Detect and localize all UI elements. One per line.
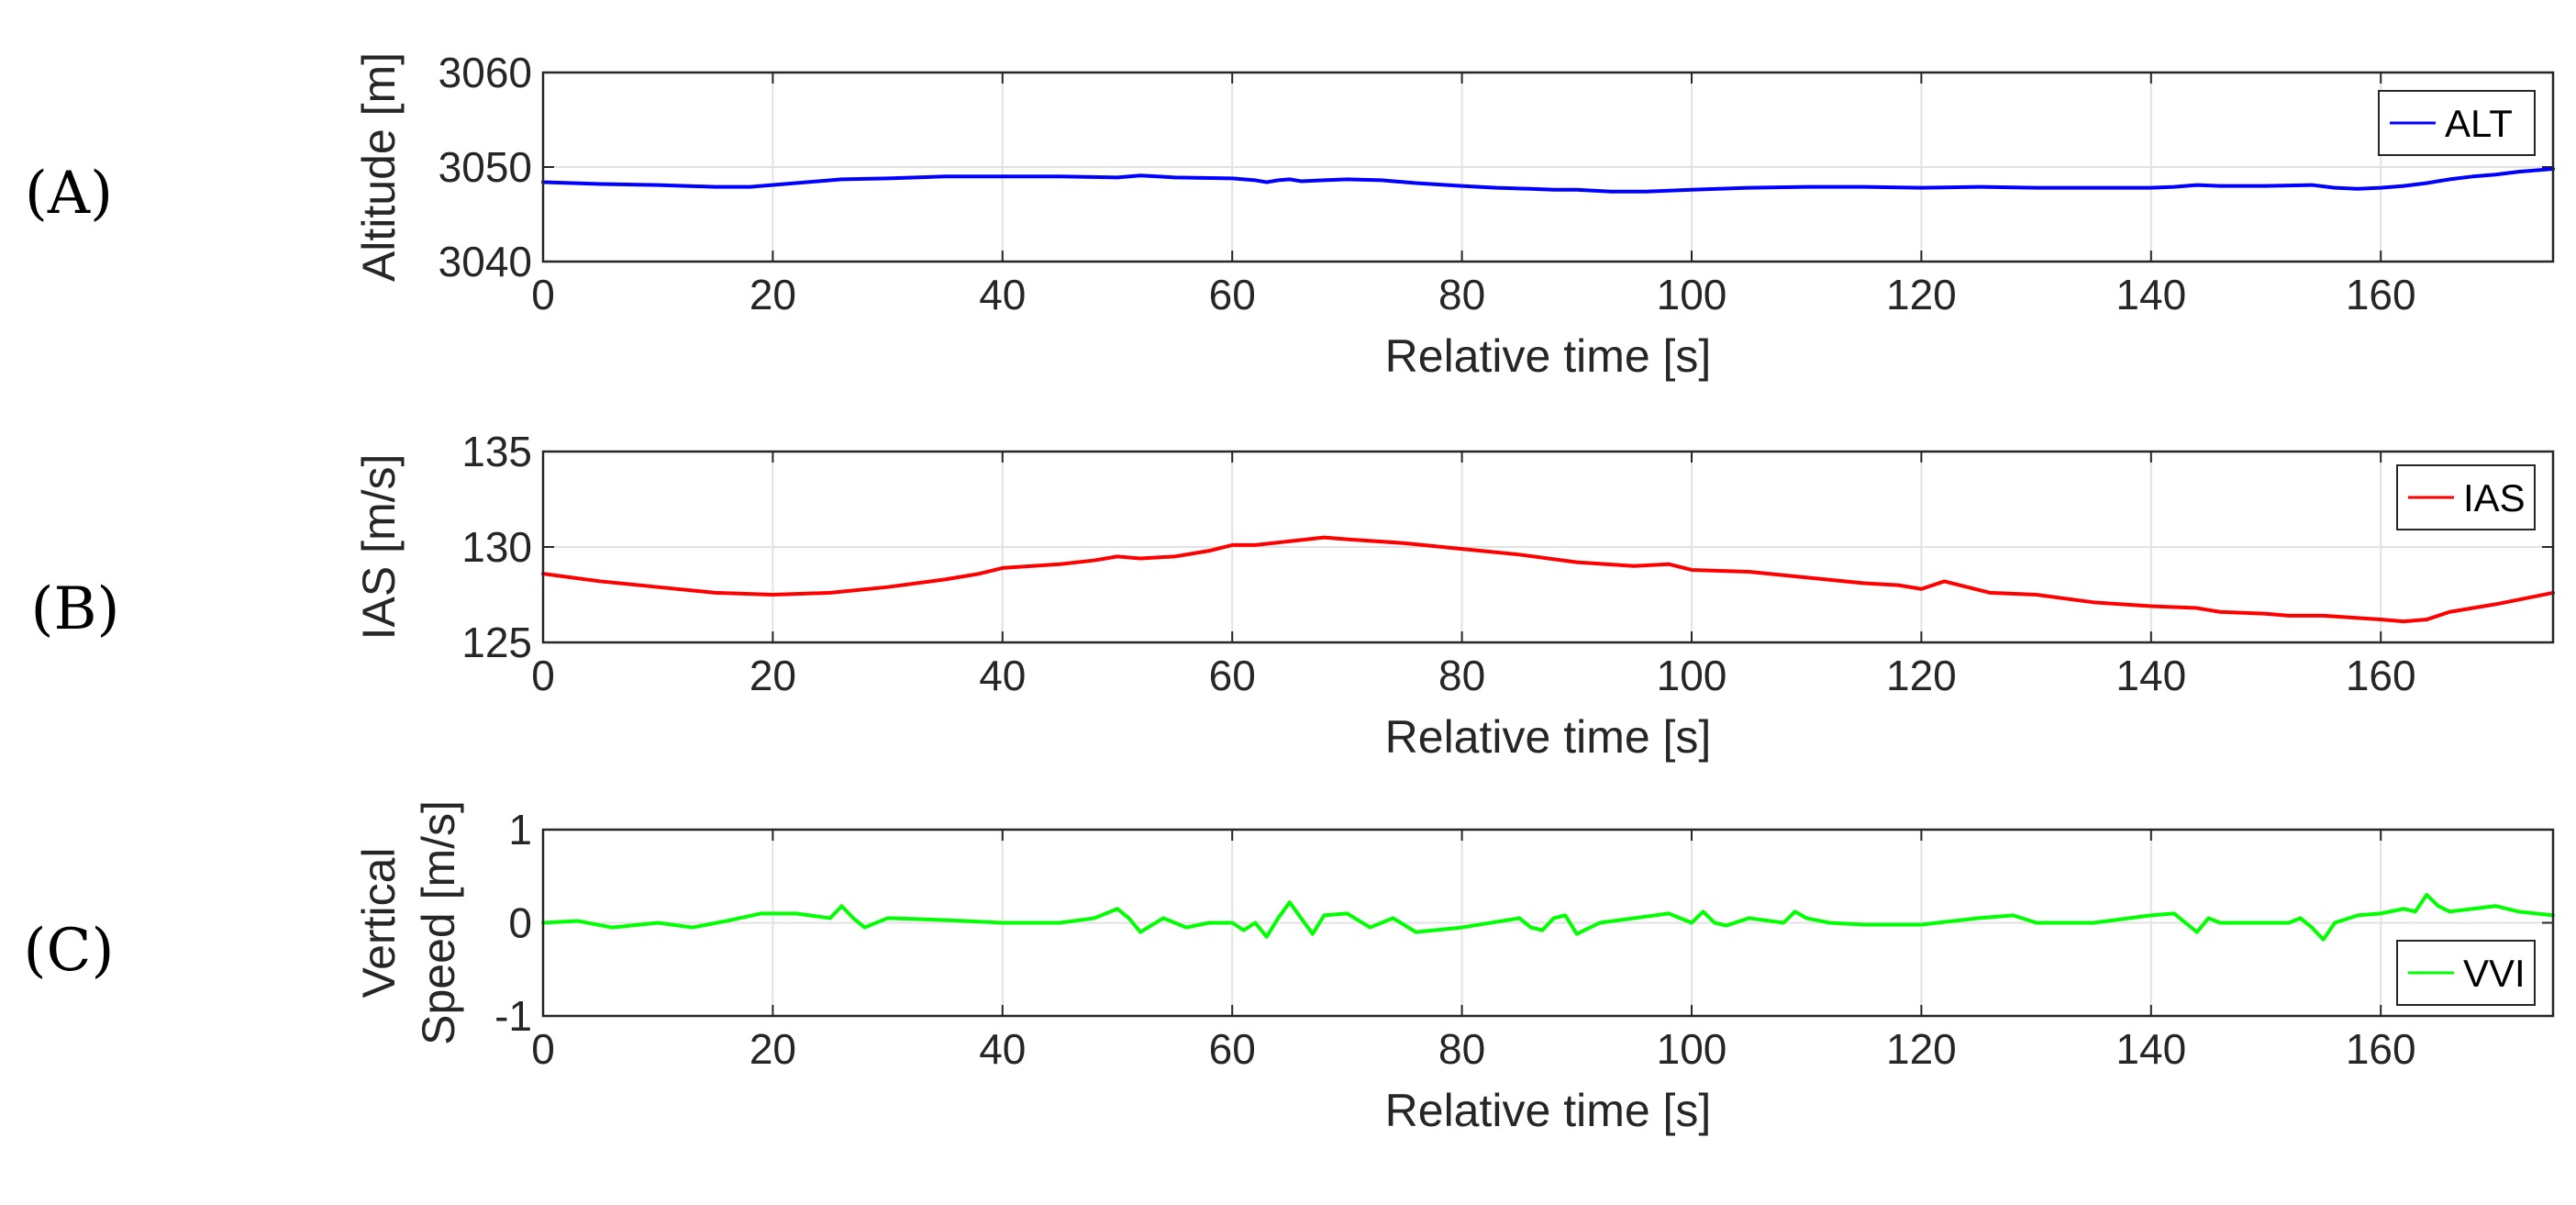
altitude-legend-label: ALT <box>2445 102 2513 145</box>
ias-y-axis-label: IAS [m/s] <box>353 454 405 641</box>
ias-x-tick-label: 160 <box>2346 652 2416 699</box>
ias-x-tick-label: 120 <box>1886 652 1957 699</box>
vertical-speed-legend-label: VVI <box>2463 952 2526 995</box>
altitude-x-tick-label: 0 <box>531 271 555 318</box>
vertical-speed-y-axis-label: Vertical Speed [m/s] <box>353 800 464 1045</box>
vertical-speed-x-tick-label: 60 <box>1209 1025 1256 1073</box>
panel-label-a: (A) <box>25 160 113 228</box>
vertical-speed-panel: 0 20 40 60 80 100 120 140 160 -101 Relative time… <box>353 800 2555 1136</box>
vertical-speed-line-vvi <box>541 893 2555 942</box>
vertical-speed-x-axis-label: Relative time [s] <box>1385 1085 1712 1136</box>
altitude-x-tick-label: 40 <box>979 271 1026 318</box>
altitude-line-alt <box>541 167 2555 194</box>
ias-x-tick-label: 60 <box>1209 652 1256 699</box>
altitude-legend: ALT <box>2378 90 2536 156</box>
ias-y-tick-label: 135 <box>461 428 532 475</box>
altitude-x-tick-label: 80 <box>1438 271 1485 318</box>
vertical-speed-legend: VVI <box>2396 940 2536 1006</box>
ias-line-ias <box>541 535 2555 624</box>
ias-x-axis-label: Relative time [s] <box>1385 711 1712 763</box>
vertical-speed-axes-frame <box>541 828 2555 1018</box>
altitude-axes-frame <box>541 71 2555 263</box>
ias-legend-label: IAS <box>2463 476 2526 519</box>
altitude-x-tick-label: 140 <box>2115 271 2186 318</box>
altitude-panel: 0 20 40 60 80 100 120 140 160 3040 3050 3060 Relat… <box>353 49 2555 382</box>
altitude-y-tick-label: 3040 <box>439 238 532 285</box>
ias-x-tick-label: 100 <box>1657 652 1727 699</box>
ias-x-tick-label: 20 <box>749 652 796 699</box>
ias-x-tick-labels: 0 20 40 60 80 100 120 140 160 <box>531 652 2415 699</box>
altitude-y-tick-label: 3060 <box>439 49 532 96</box>
altitude-x-tick-labels: 0 20 40 60 80 100 120 140 160 <box>531 271 2415 318</box>
vertical-speed-y-tick-label: 0 <box>508 899 532 947</box>
ias-legend: IAS <box>2396 464 2536 530</box>
altitude-x-tick-label: 60 <box>1209 271 1256 318</box>
ias-panel: 0 20 40 60 80 100 120 140 160 125 130 135 Relative… <box>353 428 2555 763</box>
ias-x-tick-label: 140 <box>2115 652 2186 699</box>
altitude-series-group <box>541 167 2555 194</box>
panel-label-b: (B) <box>31 575 120 643</box>
vertical-speed-x-tick-label: 80 <box>1438 1025 1485 1073</box>
vertical-speed-y-axis-label-line-1: Vertical <box>353 848 405 999</box>
altitude-x-axis-label: Relative time [s] <box>1385 330 1712 382</box>
vertical-speed-x-tick-labels: 0 20 40 60 80 100 120 140 160 <box>531 1025 2415 1073</box>
vertical-speed-series-group <box>541 893 2555 942</box>
altitude-y-axis-label: Altitude [m] <box>353 52 405 282</box>
altitude-x-tick-label: 20 <box>749 271 796 318</box>
vertical-speed-x-tick-label: 140 <box>2115 1025 2186 1073</box>
vertical-speed-y-axis-label-line-2: Speed [m/s] <box>413 800 464 1045</box>
vertical-speed-y-tick-label: 1 <box>508 806 532 854</box>
ias-y-tick-label: 130 <box>461 523 532 571</box>
vertical-speed-x-tick-label: 0 <box>531 1025 555 1073</box>
altitude-y-tick-labels: 3040 3050 3060 <box>439 49 532 285</box>
vertical-speed-x-tick-label: 120 <box>1886 1025 1957 1073</box>
ias-x-tick-label: 40 <box>979 652 1026 699</box>
vertical-speed-x-tick-label: 100 <box>1657 1025 1727 1073</box>
ias-y-tick-labels: 125 130 135 <box>461 428 532 666</box>
ias-series-group <box>541 535 2555 624</box>
vertical-speed-x-tick-label: 160 <box>2346 1025 2416 1073</box>
ias-axes-frame <box>541 450 2555 644</box>
altitude-x-tick-label: 120 <box>1886 271 1957 318</box>
ias-y-tick-label: 125 <box>461 619 532 666</box>
panel-label-c: (C) <box>24 917 115 985</box>
ias-x-tick-label: 80 <box>1438 652 1485 699</box>
altitude-x-tick-label: 160 <box>2346 271 2416 318</box>
altitude-x-tick-label: 100 <box>1657 271 1727 318</box>
altitude-y-tick-label: 3050 <box>439 143 532 191</box>
vertical-speed-y-tick-labels: -1 0 1 <box>494 806 532 1040</box>
vertical-speed-x-tick-label: 20 <box>749 1025 796 1073</box>
vertical-speed-y-tick-label: -1 <box>494 992 532 1040</box>
ias-x-tick-label: 0 <box>531 652 555 699</box>
vertical-speed-x-tick-label: 40 <box>979 1025 1026 1073</box>
